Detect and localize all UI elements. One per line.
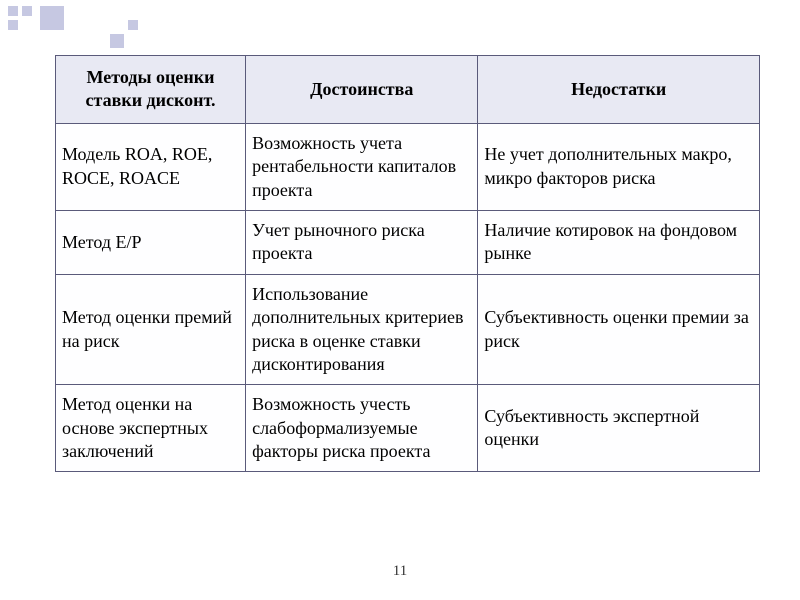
cell-method: Модель ROA, ROE, ROCE, ROACE — [56, 123, 246, 210]
cell-advantage: Использование дополнительных критериев р… — [246, 274, 478, 385]
table-row: Метод оценки премий на рискИспользование… — [56, 274, 760, 385]
cell-method: Метод оценки на основе экспертных заключ… — [56, 385, 246, 472]
cell-advantage: Возможность учесть слабоформализуемые фа… — [246, 385, 478, 472]
cell-method: Метод E/P — [56, 210, 246, 274]
header-disadvantages: Недостатки — [478, 56, 760, 124]
table-row: Метод E/PУчет рыночного риска проектаНал… — [56, 210, 760, 274]
table-row: Модель ROA, ROE, ROCE, ROACEВозможность … — [56, 123, 760, 210]
cell-advantage: Учет рыночного риска проекта — [246, 210, 478, 274]
deco-square — [40, 6, 64, 30]
cell-disadvantage: Наличие котировок на фондовом рынке — [478, 210, 760, 274]
header-advantages: Достоинства — [246, 56, 478, 124]
cell-advantage: Возможность учета рентабельности капитал… — [246, 123, 478, 210]
deco-square — [8, 20, 18, 30]
cell-disadvantage: Субъективность оценки премии за риск — [478, 274, 760, 385]
deco-square — [22, 6, 32, 16]
cell-method: Метод оценки премий на риск — [56, 274, 246, 385]
table-header-row: Методы оценки ставки дисконт. Достоинств… — [56, 56, 760, 124]
page-number: 11 — [0, 563, 800, 580]
cell-disadvantage: Не учет дополнительных макро, микро факт… — [478, 123, 760, 210]
slide-decoration — [0, 0, 140, 55]
deco-square — [128, 20, 138, 30]
header-methods: Методы оценки ставки дисконт. — [56, 56, 246, 124]
cell-disadvantage: Субъективность экспертной оценки — [478, 385, 760, 472]
deco-square — [8, 6, 18, 16]
methods-table: Методы оценки ставки дисконт. Достоинств… — [55, 55, 760, 472]
table-row: Метод оценки на основе экспертных заключ… — [56, 385, 760, 472]
slide-content: Методы оценки ставки дисконт. Достоинств… — [0, 0, 800, 472]
deco-square — [110, 34, 124, 48]
